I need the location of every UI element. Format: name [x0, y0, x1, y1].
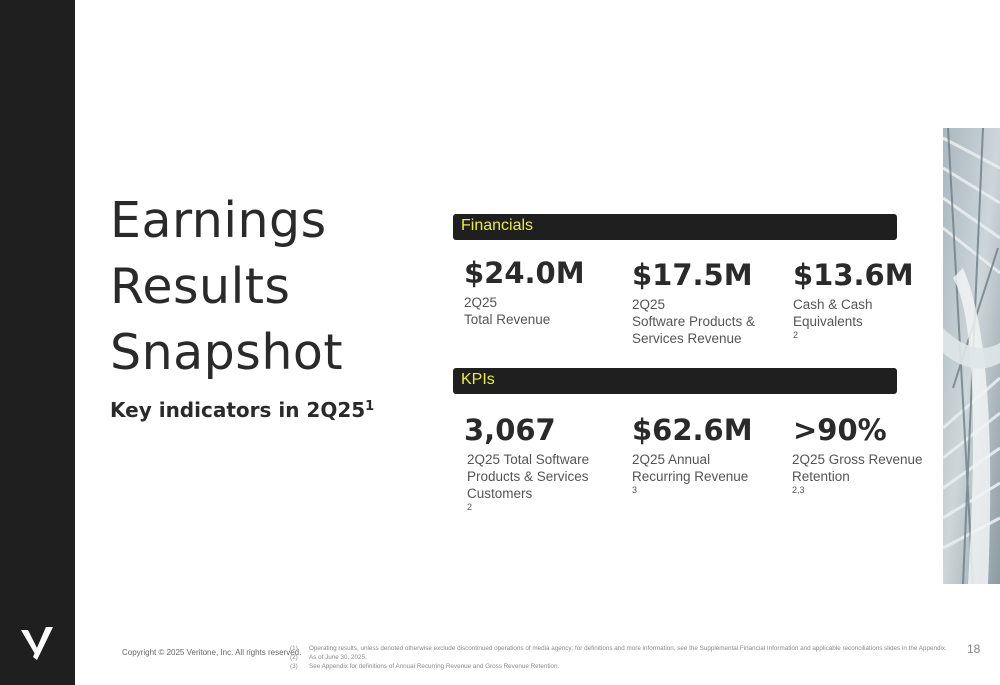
metric-total-revenue: $24.0M 2Q25 Total Revenue: [464, 256, 585, 328]
footnote-number: (1): [290, 645, 298, 652]
metric-value: $24.0M: [464, 256, 585, 290]
financials-label: Financials: [461, 217, 534, 234]
title-line-2: Results: [110, 258, 291, 315]
left-sidebar: [0, 0, 75, 685]
footnote-number: (3): [290, 663, 298, 670]
architecture-photo: [943, 128, 1000, 584]
metric-desc-line: 2Q25: [464, 295, 498, 310]
metric-desc-line: Products & Services: [467, 469, 589, 484]
metric-value: 3,067: [464, 413, 556, 447]
subtitle-footnote-ref: 1: [365, 399, 375, 414]
footnote-text: As of June 30, 2025.: [309, 654, 367, 661]
slide-title: Earnings Results Snapshot: [110, 188, 343, 386]
metric-desc-text: Equivalents: [793, 314, 863, 329]
metric-retention: >90% 2Q25 Gross Revenue Retention 2,3: [792, 413, 923, 502]
metric-desc-line: 2Q25 Annual: [632, 452, 711, 467]
metric-value: $62.6M: [632, 413, 753, 447]
kpis-label: KPIs: [461, 371, 495, 388]
metric-desc-text: Recurring Revenue: [632, 469, 749, 484]
metric-description: 2Q25 Annual Recurring Revenue 3: [632, 451, 753, 502]
metric-desc-line: 2Q25: [632, 297, 666, 312]
metric-description: 2Q25 Total Software Products & Services …: [467, 451, 589, 519]
metric-description: 2Q25 Gross Revenue Retention 2,3: [792, 451, 923, 502]
metric-desc-text: Retention: [792, 469, 850, 484]
footnote-ref: 3: [632, 485, 638, 495]
footnote-1: (1) Operating results, unless denoted ot…: [290, 644, 947, 653]
footnote-3: (3) See Appendix for definitions of Annu…: [290, 662, 947, 671]
metric-desc-text: Customers: [467, 486, 533, 501]
metric-desc-line: Services Revenue: [632, 331, 742, 346]
title-line-1: Earnings: [110, 192, 327, 249]
metric-desc-line: Equivalents 2: [793, 313, 914, 347]
copyright-text: Copyright © 2025 Veritone, Inc. All righ…: [122, 648, 302, 657]
footnote-text: See Appendix for definitions of Annual R…: [309, 663, 560, 670]
metric-desc-line: Total Revenue: [464, 312, 551, 327]
kpis-header-bar: KPIs: [453, 368, 897, 394]
metric-description: 2Q25 Software Products & Services Revenu…: [632, 296, 755, 347]
title-line-3: Snapshot: [110, 324, 344, 381]
metric-desc-line: Recurring Revenue 3: [632, 468, 753, 502]
metric-value: >90%: [793, 413, 887, 447]
metric-desc-line: Retention 2,3: [792, 468, 923, 502]
slide-subtitle: Key indicators in 2Q251: [110, 398, 374, 422]
metric-description: 2Q25 Total Revenue: [464, 294, 585, 328]
metric-desc-line: Cash & Cash: [793, 297, 873, 312]
metric-value: $17.5M: [632, 258, 753, 292]
metric-value: $13.6M: [793, 258, 914, 292]
footnote-2: (2) As of June 30, 2025.: [290, 653, 947, 662]
financials-header-bar: Financials: [453, 214, 897, 240]
metric-arr: $62.6M 2Q25 Annual Recurring Revenue 3: [632, 413, 753, 502]
veritone-logo-icon: [21, 627, 53, 660]
metric-desc-line: 2Q25 Total Software: [467, 452, 590, 467]
metric-desc-line: Software Products &: [632, 314, 756, 329]
metric-customers: 3,067 2Q25 Total Software Products & Ser…: [464, 413, 589, 519]
page-number: 18: [967, 642, 981, 656]
architecture-image-icon: [943, 128, 1000, 584]
footnote-ref: 2: [793, 330, 799, 340]
metric-desc-line: 2Q25 Gross Revenue: [792, 452, 923, 467]
footnote-text: Operating results, unless denoted otherw…: [309, 645, 947, 652]
metric-description: Cash & Cash Equivalents 2: [793, 296, 914, 347]
metric-desc-line: Customers 2: [467, 485, 589, 519]
metric-cash: $13.6M Cash & Cash Equivalents 2: [793, 258, 914, 347]
footnote-number: (2): [290, 654, 298, 661]
subtitle-text: Key indicators in 2Q25: [110, 398, 366, 422]
footnotes: (1) Operating results, unless denoted ot…: [290, 644, 947, 671]
metric-software-revenue: $17.5M 2Q25 Software Products & Services…: [632, 258, 755, 347]
footnote-ref: 2,3: [792, 485, 805, 495]
footnote-ref: 2: [467, 502, 473, 512]
